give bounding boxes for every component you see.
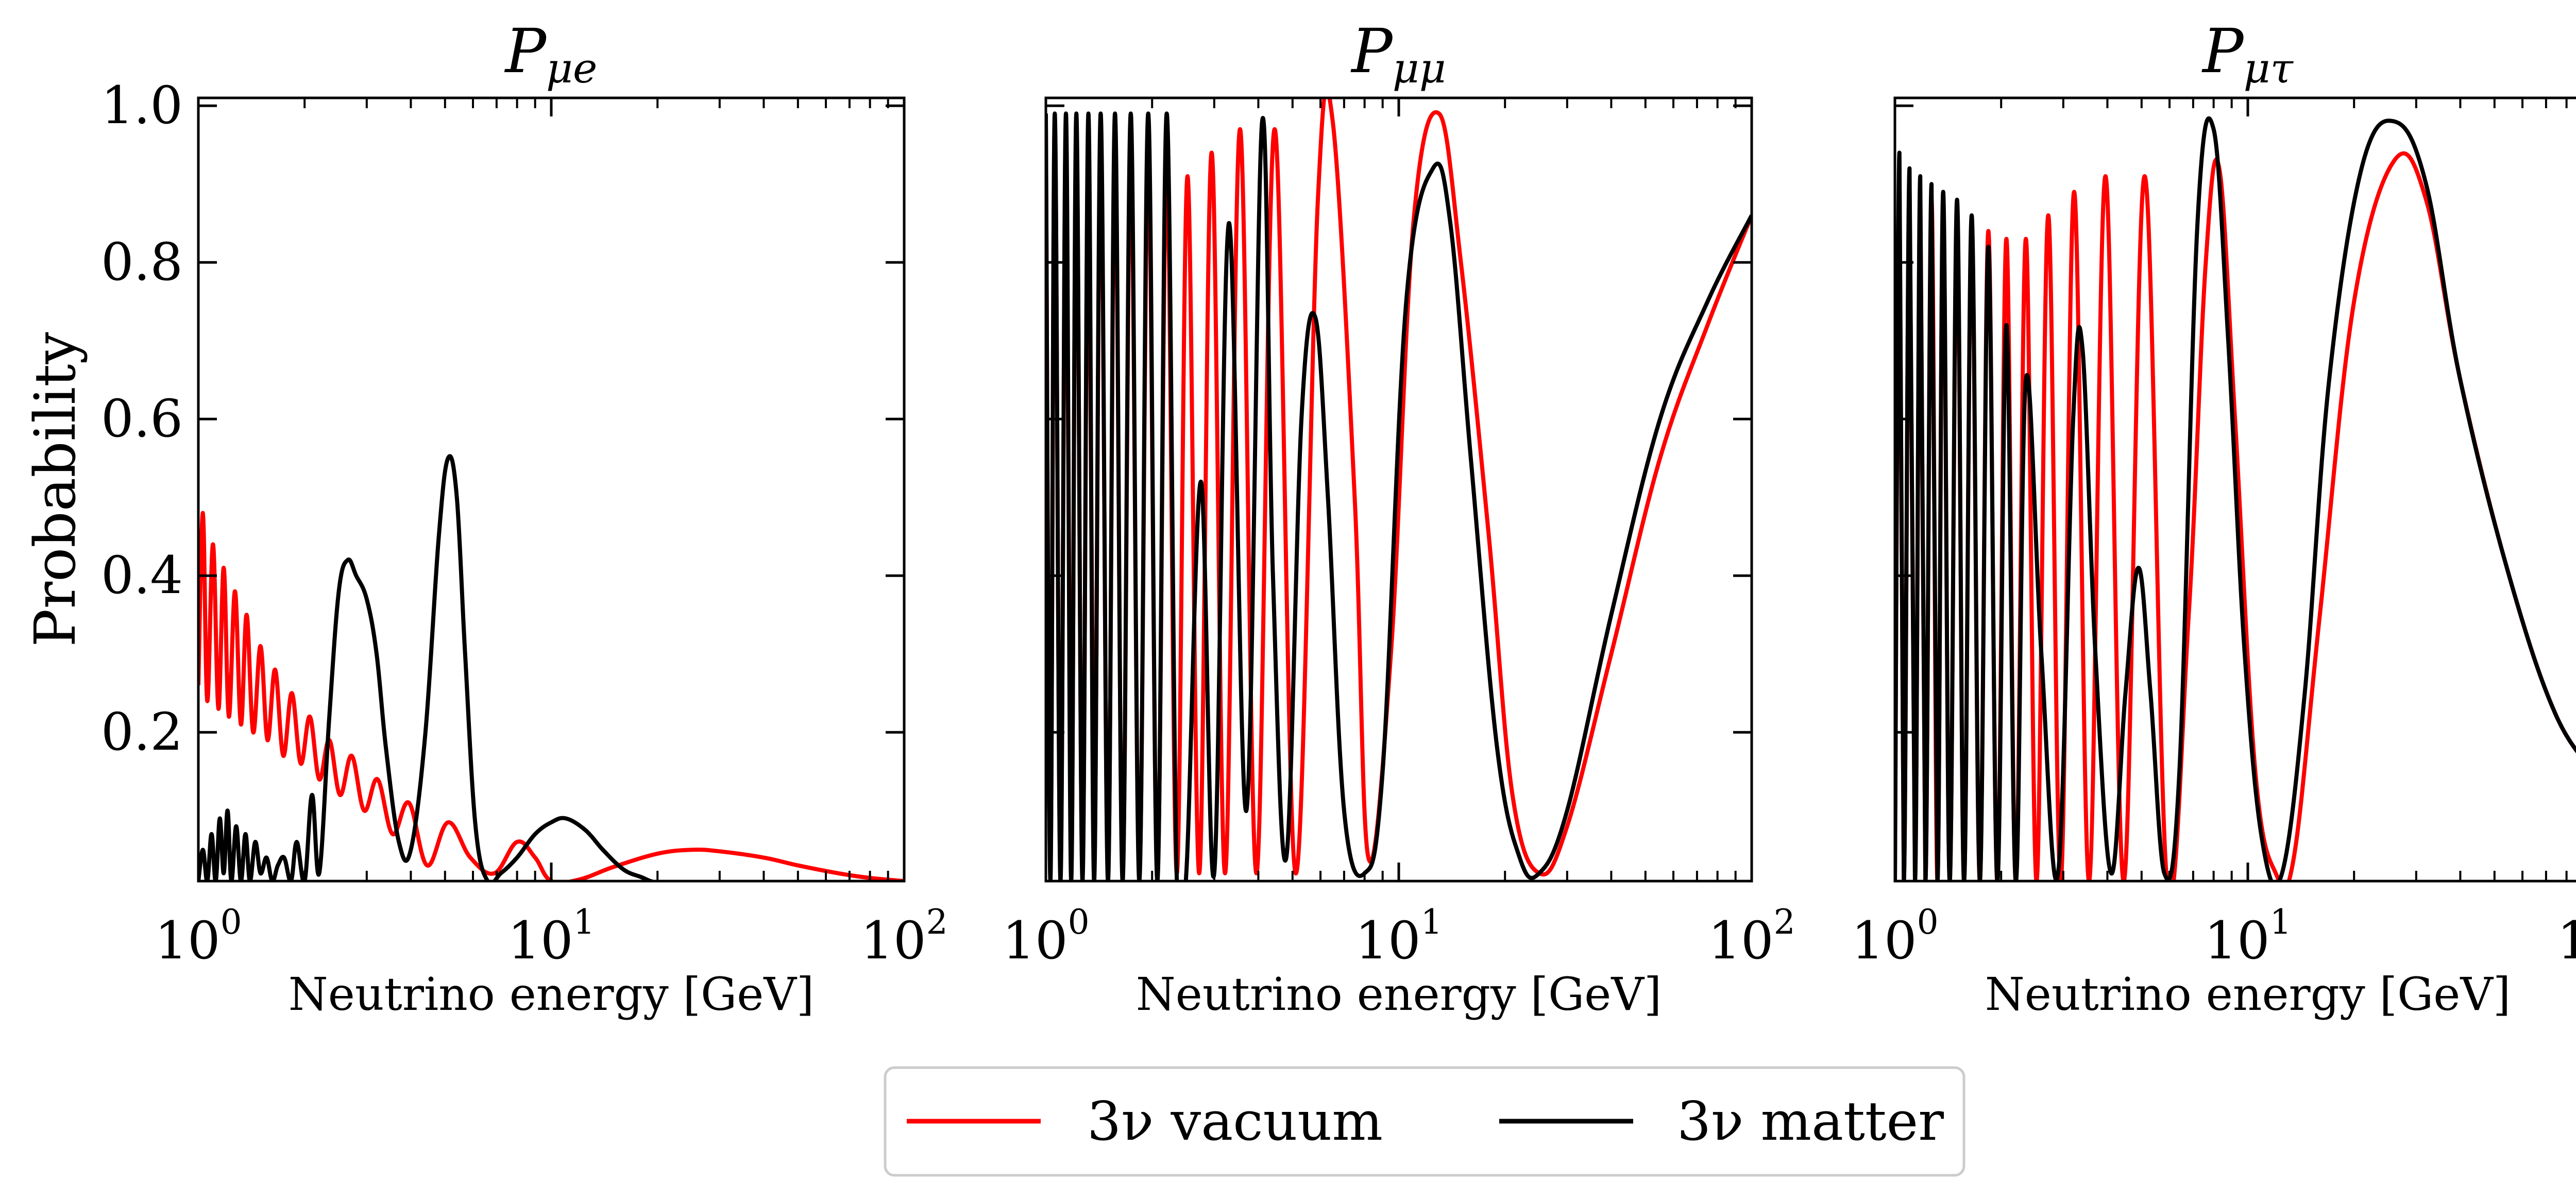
x-tick-base: 10 xyxy=(860,910,926,971)
x-tick-label: 102 xyxy=(1708,902,1795,971)
x-tick-base: 10 xyxy=(1002,910,1067,971)
panel-title-main: P xyxy=(1350,15,1394,87)
x-tick-exponent: 1 xyxy=(1421,902,1443,942)
x-tick-exponent: 1 xyxy=(573,902,595,942)
y-tick-label: 0.2 xyxy=(101,702,183,762)
panel-plot-area xyxy=(198,454,904,881)
x-tick-label: 100 xyxy=(1851,902,1938,971)
x-tick-base: 10 xyxy=(155,910,220,971)
x-tick-base: 10 xyxy=(507,910,573,971)
x-tick-label: 102 xyxy=(2557,902,2576,971)
x-axis-label: Neutrino energy [GeV] xyxy=(1136,968,1662,1021)
legend-frame xyxy=(884,1066,1965,1177)
series-line-matter xyxy=(1895,116,2576,881)
panel-3: 100101102PμτNeutrino energy [GeV] xyxy=(1851,15,2576,1021)
series-line-matter xyxy=(1046,111,1752,881)
y-tick-label: 0.8 xyxy=(101,232,183,292)
panel-title-subscript: μτ xyxy=(2244,44,2294,92)
x-axis-label: Neutrino energy [GeV] xyxy=(289,968,814,1021)
x-tick-base: 10 xyxy=(1355,910,1420,971)
series-line-matter xyxy=(198,454,662,881)
x-tick-label: 100 xyxy=(1002,902,1089,971)
legend: 3ν vacuum 3ν matter xyxy=(884,1066,1965,1177)
x-tick-label: 101 xyxy=(2204,902,2291,971)
legend-label-matter: 3ν matter xyxy=(1677,1090,1944,1153)
x-tick-base: 10 xyxy=(2557,910,2576,971)
y-tick-label: 1.0 xyxy=(101,75,183,136)
x-tick-label: 102 xyxy=(860,902,947,971)
panel-title-main: P xyxy=(2201,15,2245,87)
y-tick-label: 0.4 xyxy=(101,545,183,605)
x-tick-label: 100 xyxy=(155,902,242,971)
panel-title-subscript: μμ xyxy=(1393,44,1446,92)
x-tick-base: 10 xyxy=(1851,910,1917,971)
panel-plot-area xyxy=(1895,116,2576,881)
y-axis-label: Probability xyxy=(22,332,88,647)
x-tick-exponent: 1 xyxy=(2270,902,2292,942)
panel-title-subscript: μe xyxy=(546,44,597,92)
x-tick-exponent: 0 xyxy=(1917,902,1939,942)
x-axis-label: Neutrino energy [GeV] xyxy=(1985,968,2511,1021)
panel-plot-area xyxy=(1046,98,1752,881)
panel-title: Pμτ xyxy=(2201,15,2294,92)
panel-title: Pμe xyxy=(504,15,598,92)
panel-title: Pμμ xyxy=(1350,15,1446,92)
y-tick-label: 0.6 xyxy=(101,389,183,449)
x-tick-label: 101 xyxy=(507,902,595,971)
x-tick-exponent: 2 xyxy=(926,902,948,942)
x-tick-base: 10 xyxy=(1708,910,1773,971)
x-tick-label: 101 xyxy=(1355,902,1442,971)
x-tick-exponent: 0 xyxy=(221,902,242,942)
x-tick-base: 10 xyxy=(2204,910,2269,971)
x-tick-exponent: 2 xyxy=(1774,902,1795,942)
panel-title-main: P xyxy=(504,15,548,87)
x-tick-exponent: 0 xyxy=(1068,902,1090,942)
legend-label-vacuum: 3ν vacuum xyxy=(1087,1090,1383,1153)
series-line-vacuum xyxy=(198,511,904,881)
